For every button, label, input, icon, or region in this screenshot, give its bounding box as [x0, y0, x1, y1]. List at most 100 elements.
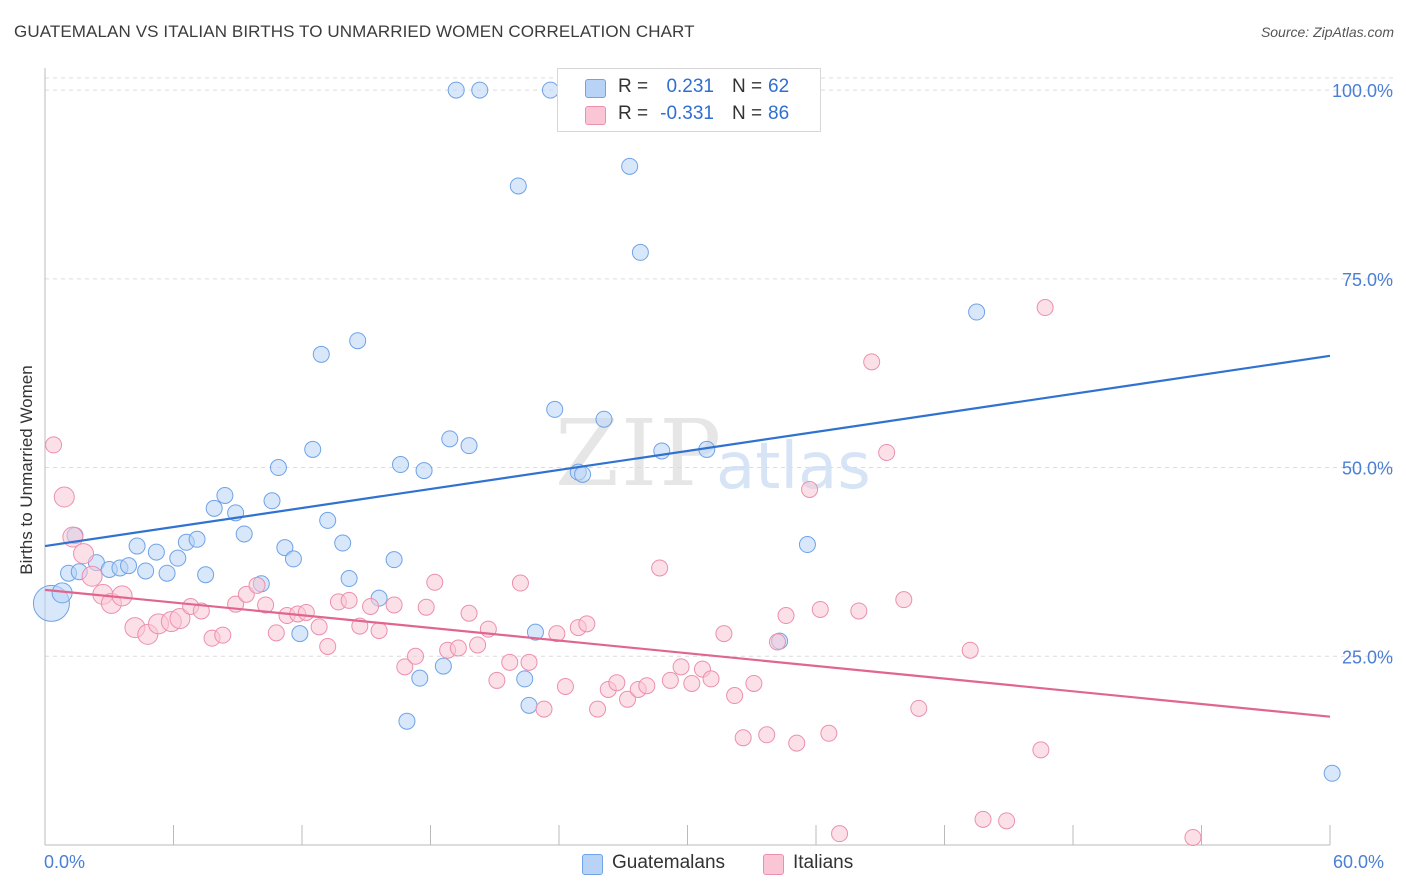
data-point-italians	[460, 604, 478, 622]
data-point-italians	[777, 607, 795, 625]
stats-r-value: -0.331	[660, 103, 714, 124]
data-point-guatemalans	[411, 669, 429, 687]
legend-label-italians: Italians	[793, 852, 854, 873]
data-point-guatemalans	[216, 486, 234, 504]
data-point-italians	[831, 825, 849, 843]
data-point-italians	[267, 624, 285, 642]
data-point-italians	[214, 626, 232, 644]
data-point-italians	[863, 353, 881, 371]
data-point-italians	[726, 687, 744, 705]
data-point-guatemalans	[520, 696, 538, 714]
stats-n-label: N =	[732, 76, 763, 97]
data-point-guatemalans	[460, 437, 478, 455]
data-point-italians	[407, 647, 425, 665]
data-point-italians	[878, 443, 896, 461]
data-point-guatemalans	[574, 465, 592, 483]
chart-source: Source: ZipAtlas.com	[1260, 24, 1394, 40]
data-point-italians	[53, 486, 75, 508]
stats-r-label: R =	[618, 103, 649, 124]
data-point-guatemalans	[595, 410, 613, 428]
data-point-italians	[169, 608, 191, 630]
legend-swatch-italians	[763, 854, 784, 875]
stats-n-value: 62	[768, 76, 790, 97]
data-point-italians	[370, 622, 388, 640]
data-point-guatemalans	[392, 456, 410, 474]
data-point-italians	[651, 559, 669, 577]
stats-n-label: N =	[732, 103, 763, 124]
watermark-zip: ZIP	[555, 400, 724, 507]
data-point-guatemalans	[197, 566, 215, 584]
legend-swatch-guatemalans	[582, 854, 603, 875]
chart-title: GUATEMALAN VS ITALIAN BIRTHS TO UNMARRIE…	[14, 22, 695, 41]
data-point-italians	[319, 637, 337, 655]
data-point-guatemalans	[621, 157, 639, 175]
data-point-italians	[45, 436, 63, 454]
data-point-guatemalans	[415, 462, 433, 480]
data-point-guatemalans	[526, 623, 544, 641]
data-point-italians	[511, 574, 529, 592]
data-point-italians	[501, 653, 519, 671]
y-tick-labels: 25.0% 50.0% 75.0% 100.0%	[1332, 81, 1393, 667]
data-point-italians	[417, 598, 435, 616]
data-point-italians	[895, 591, 913, 609]
data-point-guatemalans	[158, 564, 176, 582]
x-tick-label-min: 0.0%	[44, 852, 86, 872]
data-point-italians	[788, 734, 806, 752]
data-point-guatemalans	[120, 557, 138, 575]
data-point-italians	[578, 615, 596, 633]
stats-r-value: 0.231	[666, 76, 714, 97]
y-axis-label: Births to Unmarried Women	[17, 365, 36, 575]
data-point-guatemalans	[312, 345, 330, 363]
y-tick-label: 100.0%	[1332, 81, 1393, 101]
y-tick-label: 25.0%	[1342, 647, 1393, 667]
data-point-guatemalans	[516, 670, 534, 688]
data-point-guatemalans	[340, 570, 358, 588]
series-points	[32, 81, 1341, 846]
data-point-italians	[974, 810, 992, 828]
data-point-guatemalans	[137, 562, 155, 580]
data-point-italians	[535, 700, 553, 718]
data-point-italians	[488, 671, 506, 689]
data-point-italians	[820, 724, 838, 742]
stats-row-italians: R = -0.331 N = 86	[558, 103, 820, 129]
data-point-guatemalans	[169, 549, 187, 567]
trend-line-guatemalans	[44, 354, 1331, 548]
data-point-guatemalans	[276, 539, 294, 557]
data-point-guatemalans	[284, 550, 302, 568]
axes	[44, 68, 1331, 846]
data-point-italians	[850, 602, 868, 620]
data-point-italians	[1036, 299, 1054, 317]
data-point-guatemalans	[1323, 764, 1341, 782]
data-point-italians	[81, 565, 103, 587]
data-point-guatemalans	[398, 712, 416, 730]
data-point-guatemalans	[205, 499, 223, 517]
legend: Guatemalans Italians	[0, 852, 1406, 878]
data-point-guatemalans	[263, 492, 281, 510]
legend-label-guatemalans: Guatemalans	[612, 852, 726, 873]
data-point-guatemalans	[304, 440, 322, 458]
y-tick-label: 50.0%	[1342, 459, 1393, 479]
data-point-italians	[340, 591, 358, 609]
data-point-italians	[768, 633, 786, 651]
data-point-guatemalans	[546, 400, 564, 418]
data-point-italians	[426, 573, 444, 591]
data-point-italians	[449, 639, 467, 657]
data-point-italians	[257, 596, 275, 614]
data-point-guatemalans	[798, 536, 816, 554]
data-point-italians	[745, 674, 763, 692]
stats-n-value: 86	[768, 103, 790, 124]
y-tick-label: 75.0%	[1342, 270, 1393, 290]
data-point-guatemalans	[385, 551, 403, 569]
data-point-italians	[396, 658, 414, 676]
data-point-guatemalans	[334, 534, 352, 552]
data-point-italians	[910, 699, 928, 717]
data-point-italians	[801, 480, 819, 498]
data-point-italians	[1184, 828, 1202, 846]
stats-box: R = 0.231 N = 62 R = -0.331 N = 86	[557, 68, 821, 132]
data-point-guatemalans	[319, 511, 337, 529]
data-point-italians	[998, 812, 1016, 830]
data-point-guatemalans	[441, 430, 459, 448]
stats-r-label: R =	[618, 76, 649, 97]
data-point-guatemalans	[509, 177, 527, 195]
data-point-italians	[1032, 741, 1050, 759]
